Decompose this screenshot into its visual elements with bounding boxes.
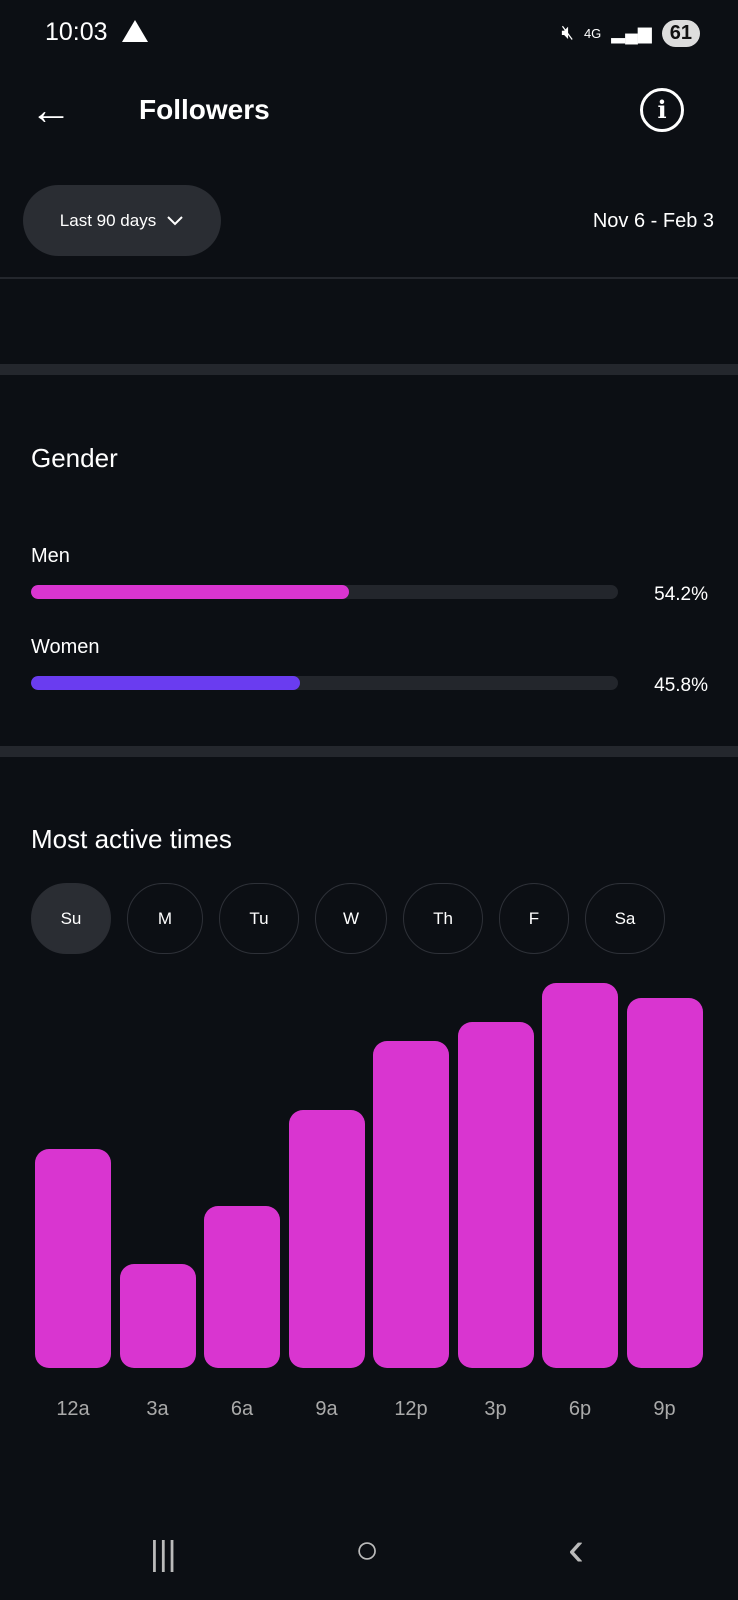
day-tab-w[interactable]: W [315,883,387,954]
signal-icon: ▂▄▆ [611,23,652,43]
page-title: Followers [139,94,270,125]
x-tick-label: 12p [394,1398,428,1420]
bar-3a[interactable] [119,1264,196,1368]
gender-label-men: Men [31,545,70,567]
bar-6p[interactable] [542,983,618,1368]
status-time: 10:03 [45,18,108,46]
day-tab-m[interactable]: M [127,883,203,954]
women-bar-track [31,676,618,690]
day-tab-th[interactable]: Th [403,883,483,954]
chevron-down-icon [167,215,183,225]
gender-title: Gender [31,443,118,473]
x-tick-label: 6p [568,1398,592,1420]
bar-12p[interactable] [373,1040,449,1368]
day-selector: Su M Tu W Th F Sa [31,883,665,954]
recents-button[interactable]: ||| [150,1535,177,1573]
mute-icon: 🔇︎ [561,22,574,44]
x-tick-label: 3a [146,1398,169,1420]
period-label: Last 90 days [59,210,157,230]
women-percent: 45.8% [654,675,708,696]
gender-label-women: Women [31,636,100,658]
day-tab-sa[interactable]: Sa [585,883,665,954]
women-bar-fill [31,676,300,690]
bar-12a[interactable] [35,1148,111,1368]
period-dropdown[interactable]: Last 90 days [23,185,221,256]
active-times-title: Most active times [31,824,232,854]
x-tick-label: 9p [653,1398,676,1420]
date-range: Nov 6 - Feb 3 [592,210,714,232]
back-arrow-icon[interactable]: ← [30,86,72,133]
nav-back-button[interactable]: ‹ [568,1523,584,1576]
day-tab-f[interactable]: F [499,883,569,954]
day-tab-tu[interactable]: Tu [219,883,299,954]
bar-6a[interactable] [204,1206,280,1368]
status-icons: 🔇︎ 4G ▂▄▆ 61 [561,20,700,47]
x-tick-label: 12a [56,1398,90,1420]
day-tab-su[interactable]: Su [31,883,111,954]
bar-3p[interactable] [457,1021,534,1368]
men-percent: 54.2% [654,584,708,605]
bar-9a[interactable] [288,1110,365,1368]
men-bar-track [31,585,618,599]
info-icon[interactable]: i [640,88,684,132]
x-tick-label: 3p [484,1398,507,1420]
x-tick-label: 9a [315,1398,338,1420]
x-tick-label: 6a [230,1398,254,1420]
section-separator [0,364,738,375]
battery-level: 61 [661,20,700,47]
section-separator [0,746,738,757]
home-button[interactable]: ○ [355,1528,380,1572]
divider [0,277,738,279]
men-bar-fill [31,585,350,599]
network-type: 4G [583,26,602,41]
warning-icon [122,20,148,42]
bar-9p[interactable] [626,998,703,1368]
